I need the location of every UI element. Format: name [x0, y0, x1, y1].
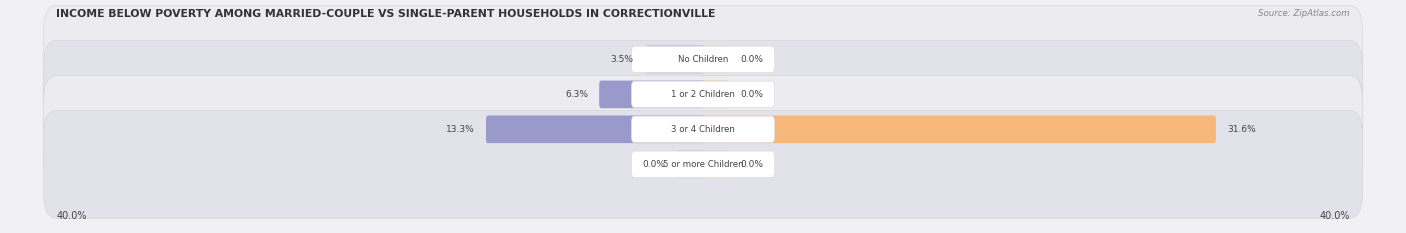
Text: 1 or 2 Children: 1 or 2 Children	[671, 90, 735, 99]
Text: 13.3%: 13.3%	[446, 125, 475, 134]
Text: 3.5%: 3.5%	[610, 55, 634, 64]
FancyBboxPatch shape	[702, 116, 1216, 143]
FancyBboxPatch shape	[631, 116, 775, 143]
Text: 31.6%: 31.6%	[1227, 125, 1256, 134]
Text: 5 or more Children: 5 or more Children	[662, 160, 744, 169]
FancyBboxPatch shape	[644, 46, 704, 73]
Text: 40.0%: 40.0%	[1319, 211, 1350, 221]
FancyBboxPatch shape	[631, 151, 775, 178]
FancyBboxPatch shape	[702, 81, 730, 108]
Text: 0.0%: 0.0%	[740, 90, 763, 99]
Text: 0.0%: 0.0%	[740, 55, 763, 64]
Text: 0.0%: 0.0%	[740, 160, 763, 169]
FancyBboxPatch shape	[702, 151, 730, 178]
FancyBboxPatch shape	[631, 81, 775, 108]
FancyBboxPatch shape	[599, 81, 704, 108]
FancyBboxPatch shape	[44, 6, 1362, 113]
FancyBboxPatch shape	[702, 46, 730, 73]
FancyBboxPatch shape	[676, 151, 704, 178]
Text: 40.0%: 40.0%	[56, 211, 87, 221]
Text: Source: ZipAtlas.com: Source: ZipAtlas.com	[1258, 9, 1350, 18]
FancyBboxPatch shape	[44, 110, 1362, 218]
Text: 3 or 4 Children: 3 or 4 Children	[671, 125, 735, 134]
FancyBboxPatch shape	[486, 116, 704, 143]
Text: INCOME BELOW POVERTY AMONG MARRIED-COUPLE VS SINGLE-PARENT HOUSEHOLDS IN CORRECT: INCOME BELOW POVERTY AMONG MARRIED-COUPL…	[56, 9, 716, 19]
FancyBboxPatch shape	[44, 75, 1362, 183]
FancyBboxPatch shape	[44, 41, 1362, 148]
Text: 6.3%: 6.3%	[565, 90, 588, 99]
Text: No Children: No Children	[678, 55, 728, 64]
Text: 0.0%: 0.0%	[643, 160, 666, 169]
FancyBboxPatch shape	[631, 46, 775, 73]
